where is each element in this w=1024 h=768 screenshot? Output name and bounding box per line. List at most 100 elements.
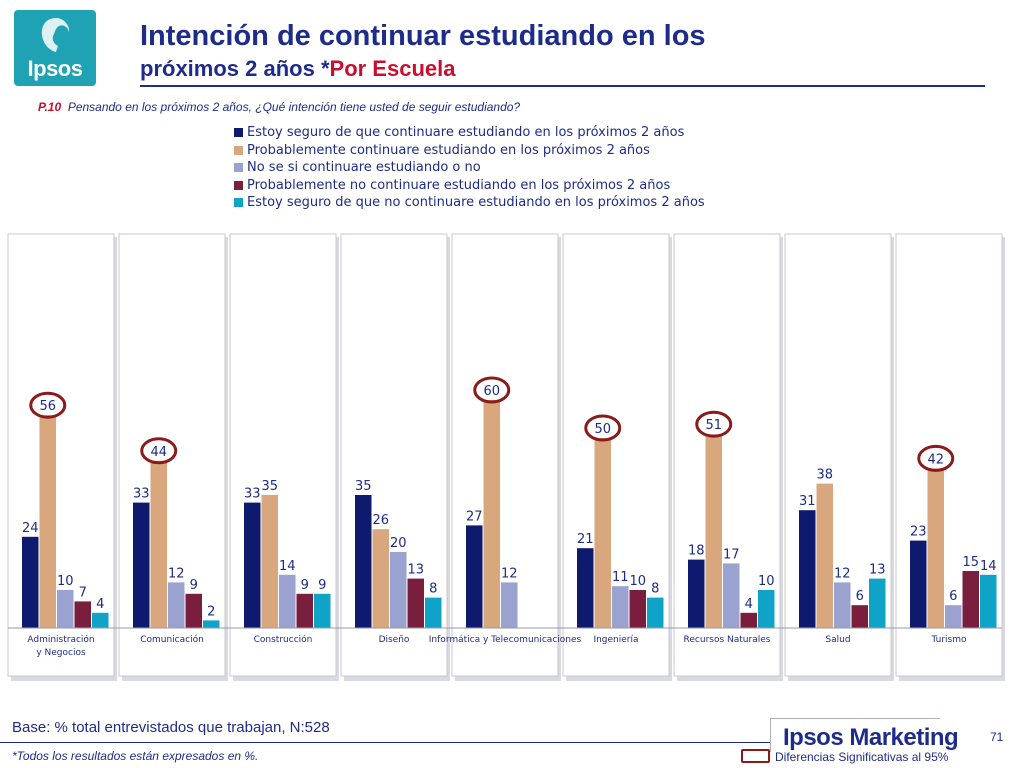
data-label: 13 (407, 563, 424, 578)
significance-circle (473, 376, 511, 404)
bar (296, 593, 313, 628)
legend-item: No se si continuare estudiando o no (234, 159, 705, 177)
data-label: 24 (22, 521, 39, 536)
data-label: 10 (629, 574, 646, 589)
data-label: 9 (190, 578, 198, 593)
bar (834, 582, 851, 628)
data-label: 31 (799, 494, 816, 509)
data-label: 12 (168, 566, 185, 581)
bar (168, 582, 185, 628)
category-label-line: Recursos Naturales (684, 635, 771, 645)
bar (945, 605, 962, 628)
legend-swatch (234, 180, 243, 190)
legend-label: Probablemente continuare estudiando en l… (247, 142, 650, 158)
data-label: 56 (39, 399, 56, 414)
data-label: 17 (723, 547, 740, 562)
bar (594, 438, 611, 628)
category-label: Diseño (379, 635, 410, 645)
subtitle-highlight: Por Escuela (329, 56, 456, 81)
bar (244, 502, 261, 628)
bar (705, 434, 722, 628)
bar (203, 620, 220, 628)
category-label-line: Diseño (379, 635, 410, 645)
page-number: 71 (990, 730, 1004, 744)
bar (869, 578, 886, 628)
significance-circle (917, 444, 955, 472)
data-label: 44 (150, 445, 167, 460)
bar (185, 593, 202, 628)
category-label-line: y Negocios (36, 648, 86, 658)
bar (927, 468, 944, 628)
brand-frame (770, 718, 940, 752)
bar (314, 593, 331, 628)
data-label: 15 (962, 555, 979, 570)
bar (723, 563, 740, 628)
category-label: Ingeniería (593, 635, 638, 645)
data-label: 14 (279, 559, 296, 574)
data-label: 6 (949, 589, 957, 604)
bar (688, 559, 705, 628)
subtitle-main: próximos 2 años * (140, 56, 330, 81)
data-label: 18 (688, 544, 705, 559)
bar (629, 590, 646, 628)
data-label: 14 (980, 559, 997, 574)
category-label-line: Turismo (931, 635, 967, 645)
data-label: 9 (318, 578, 326, 593)
bar (612, 586, 629, 628)
bar (647, 597, 664, 628)
category-label: Comunicación (140, 634, 204, 645)
bar (39, 415, 56, 628)
significance-label: Diferencias Significativas al 95% (775, 750, 949, 764)
category-label: Informática y Telecomunicaciones (429, 635, 582, 645)
ipsos-face-icon (41, 18, 70, 52)
bar (92, 612, 109, 628)
data-label: 8 (651, 582, 659, 597)
data-label: 27 (466, 509, 483, 524)
data-label: 23 (910, 525, 927, 540)
bar (758, 590, 775, 628)
bar (57, 590, 74, 628)
category-label-line: Administración (27, 634, 94, 645)
bar (501, 582, 518, 628)
bar (261, 495, 278, 628)
bar (577, 548, 594, 628)
ipsos-marketing-brand: Ipsos Marketing (783, 724, 959, 751)
significance-circle (695, 410, 733, 438)
bar (483, 400, 500, 628)
category-label-line: Ingeniería (593, 635, 638, 645)
legend-item: Estoy seguro de que no continuare estudi… (234, 194, 705, 212)
data-label: 20 (390, 536, 407, 551)
data-label: 2 (207, 604, 215, 619)
data-label: 33 (133, 487, 150, 502)
data-label: 8 (429, 582, 437, 597)
legend-swatch (234, 145, 243, 155)
footnote: *Todos los resultados están expresados e… (12, 749, 259, 763)
category-label-line: Comunicación (140, 634, 204, 645)
bar (910, 540, 927, 628)
data-label: 60 (483, 384, 500, 399)
bar (851, 605, 868, 628)
significance-circle (140, 437, 178, 465)
page-title: Intención de continuar estudiando en los (140, 20, 706, 52)
bar (980, 574, 997, 628)
title-divider (140, 85, 985, 87)
data-label: 13 (869, 563, 886, 578)
data-label: 4 (96, 597, 104, 612)
legend-label: Estoy seguro de que no continuare estudi… (247, 195, 705, 211)
legend-swatch (234, 198, 243, 208)
data-label: 42 (927, 452, 944, 467)
chart-legend: Estoy seguro de que continuare estudiand… (234, 124, 705, 212)
data-label: 51 (705, 418, 722, 433)
question-line: P.10 Pensando en los próximos 2 años, ¿Q… (38, 100, 520, 114)
bar (390, 552, 407, 628)
data-label: 21 (577, 532, 594, 547)
bar (279, 574, 296, 628)
category-label: Turismo (931, 635, 967, 645)
legend-swatch (234, 163, 243, 173)
significance-marker (741, 749, 770, 763)
legend-item: Estoy seguro de que continuare estudiand… (234, 124, 705, 142)
legend-item: Probablemente continuare estudiando en l… (234, 142, 705, 160)
data-label: 50 (594, 422, 611, 437)
data-label: 38 (816, 468, 833, 483)
